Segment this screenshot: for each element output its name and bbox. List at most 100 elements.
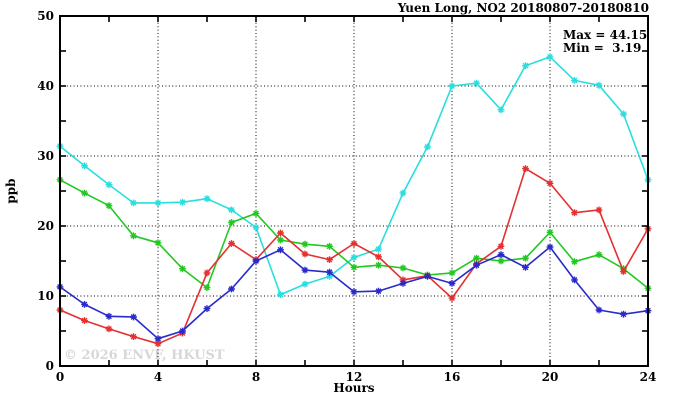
red-marker bbox=[350, 240, 358, 247]
red-marker bbox=[154, 340, 162, 348]
blue-marker bbox=[399, 280, 407, 287]
y-tick-label: 30 bbox=[37, 149, 54, 163]
blue-marker bbox=[81, 301, 88, 308]
green-marker bbox=[252, 210, 260, 217]
cyan-marker bbox=[228, 206, 235, 214]
green-marker bbox=[399, 264, 407, 272]
red-marker bbox=[326, 256, 333, 263]
green-marker bbox=[179, 265, 186, 273]
green-marker bbox=[130, 232, 137, 240]
cyan-marker bbox=[448, 82, 456, 90]
x-tick-label: 4 bbox=[154, 370, 162, 384]
red-marker bbox=[105, 325, 113, 333]
y-axis-label: ppb bbox=[4, 178, 18, 203]
blue-marker bbox=[497, 251, 505, 259]
cyan-marker bbox=[130, 199, 137, 207]
x-tick-label: 8 bbox=[252, 370, 260, 384]
green-marker bbox=[228, 219, 235, 226]
y-tick-label: 40 bbox=[37, 79, 54, 93]
x-tick-label: 12 bbox=[346, 370, 363, 384]
green-marker bbox=[203, 284, 211, 291]
cyan-marker bbox=[595, 81, 603, 89]
green-marker bbox=[497, 257, 505, 265]
red-marker bbox=[375, 253, 382, 261]
blue-marker bbox=[620, 310, 627, 318]
green-marker bbox=[301, 240, 309, 248]
red-marker bbox=[81, 317, 88, 324]
cyan-marker bbox=[375, 245, 382, 253]
red-marker bbox=[448, 294, 456, 302]
y-tick-label: 0 bbox=[46, 359, 54, 373]
cyan-marker bbox=[522, 62, 529, 70]
chart-title: Yuen Long, NO2 20180807-20180810 bbox=[397, 1, 649, 15]
blue-marker bbox=[105, 312, 113, 320]
green-marker bbox=[81, 189, 88, 197]
blue-marker bbox=[252, 257, 260, 265]
axis-frame bbox=[59, 15, 649, 367]
blue-marker bbox=[473, 261, 480, 269]
red-marker bbox=[522, 165, 529, 172]
blue-marker bbox=[595, 306, 603, 314]
plot-frame bbox=[59, 15, 649, 367]
x-tick-label: 0 bbox=[56, 370, 64, 384]
blue-marker bbox=[301, 266, 309, 274]
tick-labels: 0 10 20 30 40 50 0 4 8 12 16 20 24 bbox=[37, 9, 656, 384]
cyan-marker bbox=[105, 181, 113, 189]
red-marker bbox=[620, 268, 627, 275]
data-series bbox=[56, 53, 652, 348]
blue-marker bbox=[571, 276, 578, 284]
blue-marker bbox=[546, 243, 554, 251]
red-marker bbox=[130, 333, 137, 340]
blue-marker bbox=[350, 288, 358, 296]
cyan-marker bbox=[497, 106, 505, 114]
cyan-marker bbox=[571, 77, 578, 84]
red-marker bbox=[595, 206, 603, 214]
green-marker bbox=[375, 261, 382, 269]
green-marker bbox=[571, 258, 578, 266]
green-marker bbox=[326, 242, 333, 250]
y-tick-label: 20 bbox=[37, 219, 54, 233]
blue-marker bbox=[326, 268, 333, 276]
x-tick-label: 24 bbox=[640, 370, 657, 384]
cyan-marker bbox=[620, 110, 627, 118]
cyan-marker bbox=[473, 79, 480, 87]
gridlines bbox=[60, 16, 648, 366]
series-blue bbox=[56, 243, 652, 343]
red-marker bbox=[277, 229, 284, 237]
green-marker bbox=[105, 202, 113, 210]
blue-marker bbox=[228, 285, 235, 293]
cyan-marker bbox=[154, 199, 162, 207]
cyan-marker bbox=[81, 162, 88, 170]
cyan-marker bbox=[326, 273, 333, 280]
max-annotation: Max = 44.15 bbox=[563, 28, 647, 42]
x-tick-label: 16 bbox=[444, 370, 461, 384]
blue-marker bbox=[130, 313, 137, 321]
red-marker bbox=[399, 276, 407, 284]
y-tick-label: 10 bbox=[37, 289, 54, 303]
green-marker bbox=[350, 263, 358, 271]
cyan-marker bbox=[399, 189, 407, 197]
cyan-marker bbox=[301, 280, 309, 288]
green-marker bbox=[595, 251, 603, 259]
cyan-marker bbox=[179, 198, 186, 206]
green-marker bbox=[546, 228, 554, 236]
cyan-marker bbox=[203, 195, 211, 203]
red-marker bbox=[228, 240, 235, 247]
red-marker bbox=[546, 179, 554, 187]
blue-marker bbox=[424, 273, 431, 280]
blue-marker bbox=[448, 280, 456, 287]
blue-marker bbox=[154, 335, 162, 343]
x-tick-label: 20 bbox=[542, 370, 559, 384]
blue-marker bbox=[277, 246, 284, 254]
blue-marker bbox=[179, 327, 186, 335]
min-annotation: Min = 3.19 bbox=[563, 41, 641, 55]
cyan-marker bbox=[350, 254, 358, 261]
blue-marker bbox=[522, 263, 529, 271]
cyan-marker bbox=[424, 143, 431, 151]
red-marker bbox=[497, 242, 505, 250]
y-tick-label: 50 bbox=[37, 9, 54, 23]
watermark: © 2026 ENVF, HKUST bbox=[64, 348, 225, 363]
red-marker bbox=[571, 209, 578, 217]
